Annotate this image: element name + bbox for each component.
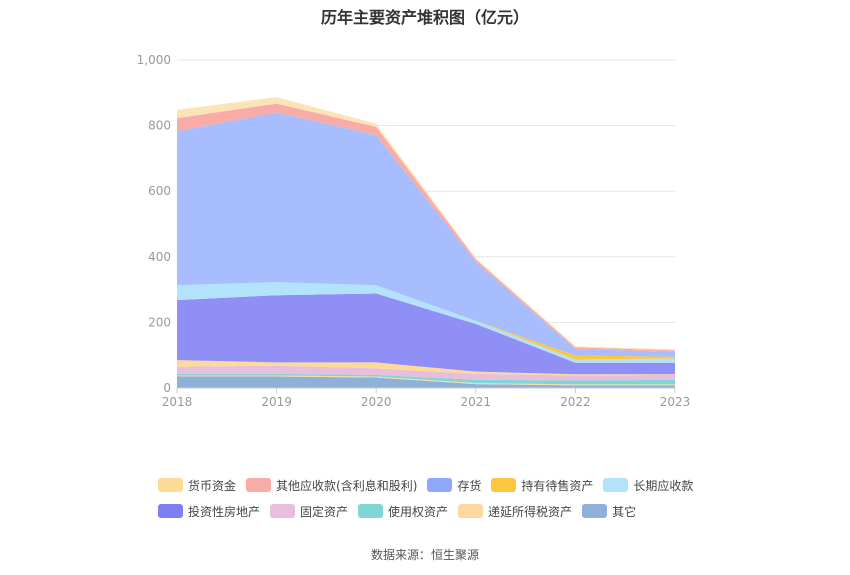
- area-series-group: [177, 97, 675, 388]
- legend-label: 其他应收款(含利息和股利): [276, 478, 418, 493]
- source-note: 数据来源：恒生聚源: [370, 548, 479, 562]
- legend-item[interactable]: 长期应收款: [603, 477, 693, 494]
- x-tick-label: 2020: [361, 395, 392, 409]
- x-tick-label: 2018: [162, 395, 193, 409]
- legend-row: 货币资金 其他应收款(含利息和股利) 存货 持有待售资产 长期应收款: [158, 472, 718, 498]
- legend-item[interactable]: 递延所得税资产: [458, 503, 572, 520]
- legend-item[interactable]: 持有待售资产: [491, 477, 593, 494]
- chart-title: 历年主要资产堆积图（亿元）: [320, 8, 529, 27]
- legend-label: 长期应收款: [633, 478, 694, 493]
- legend-label: 持有待售资产: [521, 478, 594, 493]
- legend-item[interactable]: 其它: [582, 503, 636, 520]
- legend-item[interactable]: 货币资金: [158, 477, 236, 494]
- y-tick-label: 1,000: [137, 53, 171, 67]
- axes: 0 200 400 600 800 1,000 2018 2019 2020 2021 2022 20…: [137, 53, 691, 409]
- area-series: [177, 376, 675, 388]
- legend-label: 货币资金: [188, 478, 237, 493]
- legend-swatch: [603, 478, 629, 492]
- legend-swatch: [246, 478, 272, 492]
- legend-swatch: [158, 478, 183, 492]
- legend: 货币资金 其他应收款(含利息和股利) 存货 持有待售资产 长期应收款 投资性房地产 固定资…: [158, 472, 718, 524]
- legend-swatch: [427, 478, 453, 492]
- legend-item[interactable]: 存货: [427, 477, 481, 494]
- stacked-area-chart: 0 200 400 600 800 1,000 2018 2019 2020 2021 2022 20…: [137, 53, 691, 409]
- legend-item[interactable]: 使用权资产: [358, 503, 448, 520]
- legend-item[interactable]: 投资性房地产: [158, 503, 260, 520]
- legend-swatch: [582, 504, 608, 518]
- y-tick-label: 800: [148, 119, 171, 133]
- x-tick-label: 2021: [461, 395, 492, 409]
- area-series: [177, 293, 675, 375]
- y-tick-label: 600: [148, 184, 171, 198]
- legend-swatch: [270, 504, 296, 518]
- legend-swatch: [158, 504, 183, 518]
- legend-label: 投资性房地产: [188, 504, 261, 519]
- x-tick-label: 2019: [261, 395, 292, 409]
- area-series: [177, 375, 675, 386]
- legend-label: 其它: [612, 504, 637, 519]
- legend-item[interactable]: 固定资产: [270, 503, 348, 520]
- legend-label: 使用权资产: [388, 504, 449, 519]
- area-series: [177, 282, 675, 363]
- area-series: [177, 112, 675, 357]
- legend-swatch: [358, 504, 384, 518]
- area-series: [177, 373, 675, 385]
- x-tick-label: 2023: [660, 395, 691, 409]
- area-series: [177, 365, 675, 381]
- legend-label: 固定资产: [300, 504, 349, 519]
- y-tick-label: 200: [148, 315, 171, 329]
- legend-swatch: [458, 504, 484, 518]
- area-series: [177, 360, 675, 376]
- legend-label: 存货: [457, 478, 482, 493]
- legend-item[interactable]: 其他应收款(含利息和股利): [246, 477, 417, 494]
- legend-label: 递延所得税资产: [488, 504, 573, 519]
- legend-row: 投资性房地产 固定资产 使用权资产 递延所得税资产 其它: [158, 498, 718, 524]
- x-tick-label: 2022: [560, 395, 591, 409]
- legend-swatch: [491, 478, 517, 492]
- y-tick-label: 400: [148, 250, 171, 264]
- y-tick-label: 0: [163, 381, 171, 395]
